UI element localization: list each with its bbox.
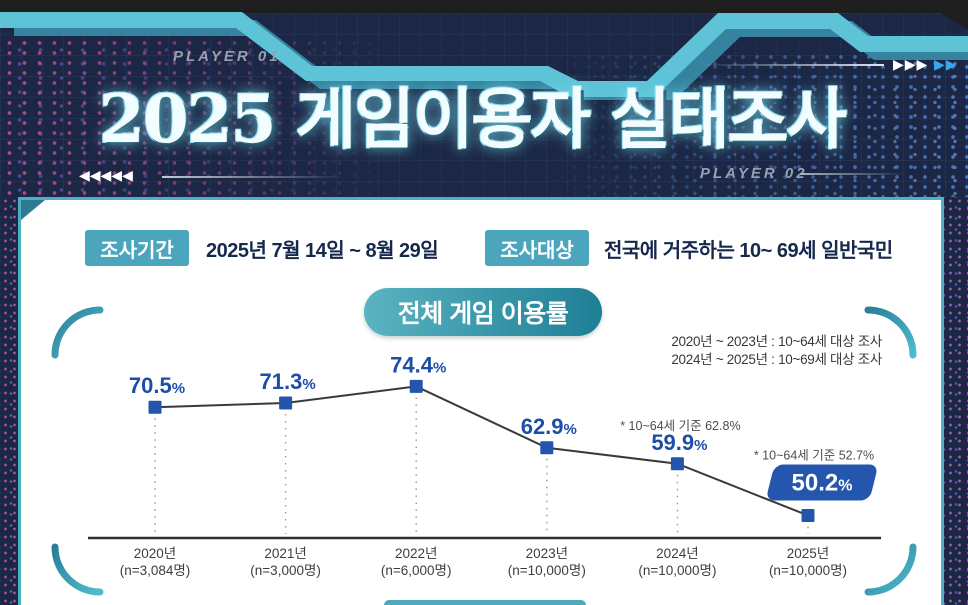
right-arrows-white-icon: ▶▶▶ [893,56,929,72]
reference-annotation: * 10~64세 기준 52.7% [754,448,874,462]
hud-shape-shadow [14,20,968,100]
decorative-line-bottom-left [162,176,346,178]
decorative-line-player2 [800,173,906,175]
hud-shape [0,12,968,97]
x-axis-label: 2025년 [787,546,829,561]
frame-corner-tr [864,306,917,359]
hud-corner-black [920,0,968,30]
top-black-bar [0,0,968,13]
data-point-marker [279,396,293,410]
x-axis-sample-size: (n=3,000명) [250,563,321,578]
chart-title-pill: 전체 게임 이용률 [364,288,602,336]
highlight-badge: 50.2% [767,464,877,501]
page-title: 2025 게임이용자 실태조사 [98,80,847,158]
chart-note-line2: 2024년 ~ 2025년 : 10~69세 대상 조사 [671,352,882,367]
x-axis-sample-size: (n=10,000명) [769,563,847,578]
player1-label: PLAYER 01 [173,48,281,65]
x-axis-label: 2024년 [656,546,698,561]
chart-notes: 2020년 ~ 2023년 : 10~64세 대상 조사 2024년 ~ 202… [671,333,882,369]
x-axis-sample-size: (n=10,000명) [508,563,586,578]
data-point-marker [540,441,554,455]
hud-frame-decoration [0,0,968,100]
value-label: 62.9% [521,414,577,439]
data-point-marker [409,379,423,393]
next-section-pill-edge [384,600,586,605]
x-axis-sample-size: (n=3,084명) [120,563,191,578]
survey-period-value: 2025년 7월 14일 ~ 8월 29일 [206,239,439,262]
value-label: 74.4% [390,352,446,377]
panel-corner-chamfer [21,200,45,220]
x-axis-label: 2020년 [134,546,176,561]
frame-corner-br [864,543,917,596]
chart-note-line1: 2020년 ~ 2023년 : 10~64세 대상 조사 [671,334,882,349]
decorative-line-top-right [700,64,884,66]
right-arrows-blue-icon: ▶▶ [934,56,958,72]
data-point-marker [148,400,162,414]
reference-annotation: * 10~64세 기준 62.8% [620,419,740,433]
x-axis-label: 2023년 [526,546,568,561]
value-label: 59.9% [651,430,707,455]
highlight-value-label: 50.2% [792,469,853,496]
x-axis-sample-size: (n=6,000명) [381,563,452,578]
value-label: 71.3% [260,369,316,394]
x-axis-label: 2022년 [395,546,437,561]
frame-corner-bl [51,543,104,596]
survey-target-value: 전국에 거주하는 10~ 69세 일반국민 [604,239,893,262]
trend-line [154,385,809,517]
left-arrows-icon: ◀◀◀◀◀ [79,167,133,183]
survey-target-badge: 조사대상 [485,230,589,266]
data-point-marker [801,508,815,522]
value-label: 70.5% [129,373,185,398]
x-axis-label: 2021년 [264,546,306,561]
x-axis-sample-size: (n=10,000명) [638,563,716,578]
frame-corner-tl [51,306,104,359]
player2-label: PLAYER 02 [700,165,808,182]
data-point-marker [670,457,684,471]
survey-period-badge: 조사기간 [85,230,189,266]
